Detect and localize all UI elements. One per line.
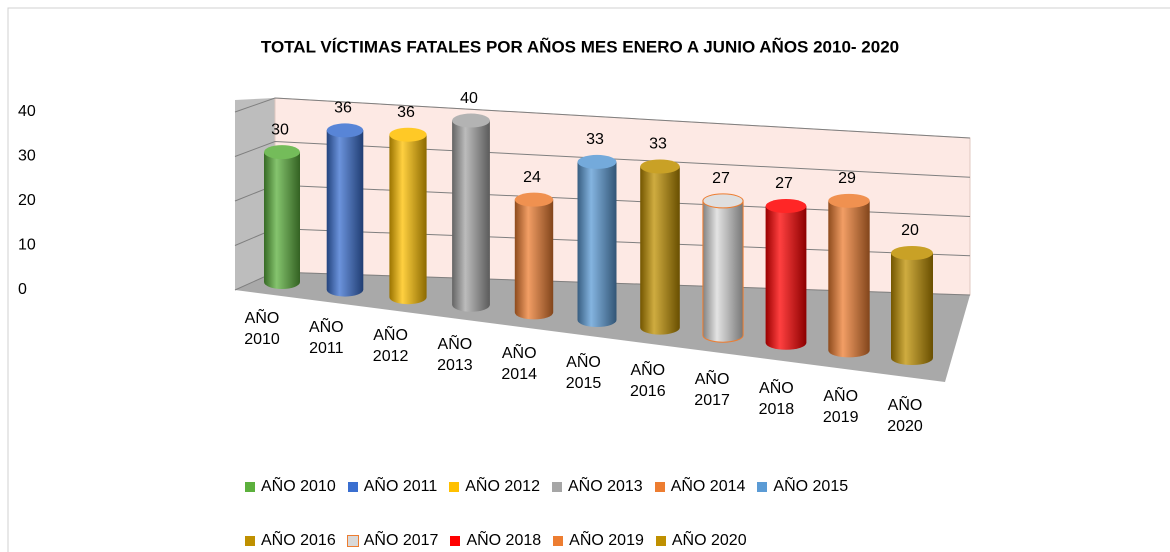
y-tick-label: 20 [18, 192, 36, 209]
legend-label: AÑO 2016 [261, 532, 336, 549]
legend-label: AÑO 2010 [261, 478, 336, 495]
bar-top [640, 159, 680, 174]
legend-swatch [654, 482, 665, 492]
x-tick-label: AÑO 2012 [372, 327, 409, 366]
bar-top [264, 145, 300, 160]
legend-swatch [757, 482, 768, 492]
bar-top [828, 193, 870, 208]
x-tick-label: AÑO 2017 [694, 370, 730, 409]
bar-top [326, 123, 364, 138]
x-tick-label: AÑO 2014 [501, 344, 537, 383]
grid-line [234, 97, 971, 139]
bar-top [577, 154, 617, 169]
data-label: 20 [901, 222, 919, 239]
legend-item: AÑO 2013 [551, 476, 643, 498]
data-label: 40 [460, 90, 478, 107]
bar [389, 134, 427, 305]
data-label: 36 [334, 100, 352, 117]
legend-item: AÑO 2014 [654, 476, 746, 498]
legend-item: AÑO 2016 [245, 530, 336, 552]
bar [514, 199, 554, 320]
data-label: 27 [712, 170, 730, 187]
bar [452, 120, 490, 312]
bar-top [891, 246, 933, 260]
legend-label: AÑO 2015 [773, 478, 849, 495]
legend-swatch [655, 536, 666, 546]
legend-swatch [245, 536, 255, 546]
bar [640, 166, 680, 335]
legend-swatch [245, 482, 255, 492]
x-tick-label: AÑO 2020 [887, 397, 923, 435]
legend-item: AÑO 2018 [450, 530, 541, 552]
bar [577, 161, 617, 327]
x-tick-label: AÑO 2016 [630, 362, 666, 401]
x-tick-label: AÑO 2015 [565, 353, 602, 392]
legend-item: AÑO 2010 [245, 476, 336, 498]
data-label: 24 [523, 169, 541, 186]
y-tick-label: 0 [18, 281, 27, 298]
bar [828, 200, 870, 358]
bar-top [702, 193, 744, 209]
x-tick-label: AÑO 2011 [308, 318, 344, 357]
bar [702, 200, 744, 343]
legend-swatch [450, 536, 461, 546]
legend-swatch [553, 536, 564, 546]
legend-label: AÑO 2019 [569, 532, 644, 549]
frame [7, 7, 1170, 552]
y-tick-label: 10 [18, 237, 36, 254]
bar [326, 130, 364, 297]
legend-swatch [347, 482, 358, 492]
legend-swatch [449, 482, 460, 492]
y-tick-label: 30 [18, 148, 36, 165]
legend: AÑO 2010 AÑO 2011 AÑO 2012 AÑO 2013 AÑO 2014… [245, 476, 965, 552]
bar [264, 152, 300, 289]
legend-item: AÑO 2017 [346, 530, 439, 552]
x-tick-label: AÑO 2010 [244, 310, 280, 348]
chart-title: TOTAL VÍCTIMAS FATALES POR AÑOS MES ENER… [261, 36, 899, 56]
bar [891, 253, 933, 365]
x-tick-label: AÑO 2018 [758, 379, 795, 418]
legend-item: AÑO 2012 [449, 476, 540, 498]
data-label: 33 [586, 131, 604, 148]
data-label: 30 [271, 121, 289, 138]
legend-item: AÑO 2020 [655, 530, 747, 552]
legend-item: AÑO 2011 [347, 476, 438, 498]
legend-label: AÑO 2011 [363, 478, 438, 495]
data-label: 33 [649, 136, 667, 153]
x-tick-label: AÑO 2013 [437, 336, 473, 375]
data-label: 29 [838, 170, 856, 187]
legend-item: AÑO 2015 [757, 476, 848, 498]
bar-top [389, 127, 427, 142]
bar-top [514, 192, 554, 207]
x-tick-label: AÑO 2019 [822, 388, 859, 427]
y-tick-label: 40 [18, 103, 36, 120]
legend-label: AÑO 2012 [465, 478, 540, 495]
data-label: 36 [397, 104, 415, 121]
bar [765, 206, 807, 350]
bar-top [452, 113, 490, 128]
legend-label: AÑO 2018 [466, 532, 542, 549]
legend-item: AÑO 2019 [553, 530, 644, 552]
legend-swatch [551, 482, 562, 492]
bar-top [765, 199, 807, 214]
legend-label: AÑO 2017 [363, 532, 439, 549]
legend-label: AÑO 2020 [671, 532, 747, 549]
data-label: 27 [775, 175, 793, 192]
legend-label: AÑO 2013 [567, 478, 643, 495]
grid-line [234, 140, 971, 178]
legend-label: AÑO 2014 [670, 478, 746, 495]
legend-swatch [346, 535, 359, 547]
